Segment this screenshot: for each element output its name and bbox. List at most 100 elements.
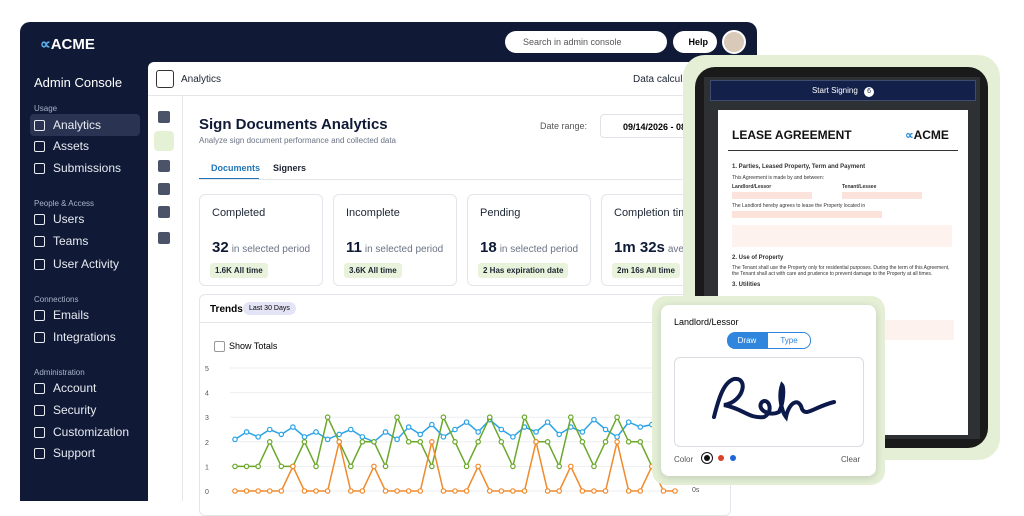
data-point [232, 436, 238, 443]
sidebar-item[interactable]: Customization [34, 425, 129, 439]
data-point [429, 439, 435, 445]
card-caption: avera [667, 244, 693, 255]
data-point [637, 424, 644, 430]
sidebar-icon [34, 235, 45, 247]
data-point [625, 439, 632, 445]
card-value: 1m 32s [614, 239, 665, 256]
data-point [290, 463, 296, 470]
nav-icon[interactable] [158, 183, 170, 195]
sidebar-label: Analytics [53, 118, 102, 132]
clear-button[interactable]: Clear [841, 455, 861, 464]
sidebar-item[interactable]: Account [34, 381, 96, 395]
sidebar-item[interactable]: Analytics [34, 118, 101, 132]
search-box[interactable]: Search in admin console [505, 31, 667, 53]
sidebar-icon [34, 331, 45, 343]
data-point [556, 463, 563, 470]
card-caption: in selected period [231, 244, 311, 255]
nav-icon[interactable] [158, 232, 170, 244]
tab[interactable]: Signers [273, 163, 307, 173]
card-title: Incomplete [346, 207, 400, 219]
data-point [463, 463, 470, 470]
tab-type[interactable]: Type [767, 332, 811, 349]
color-swatch[interactable] [704, 455, 710, 461]
trends-title: Trends [210, 304, 243, 315]
nav-icon[interactable] [158, 111, 170, 123]
sidebar-item[interactable]: Integrations [34, 330, 116, 344]
color-swatch[interactable] [718, 455, 724, 461]
help-label: Help [688, 37, 708, 47]
sidebar-label: Customization [53, 425, 130, 439]
data-point [498, 488, 505, 494]
data-point [394, 414, 400, 421]
doc-field [732, 211, 882, 218]
card-value: 11 [346, 239, 362, 256]
data-point [278, 463, 285, 470]
data-point [602, 488, 609, 494]
card-value: 32 [212, 239, 229, 256]
doc-text: This Agreement is made by and between: [732, 175, 824, 181]
sidebar-item[interactable]: Assets [34, 139, 89, 153]
data-point [486, 414, 493, 421]
sidebar-icon [34, 140, 45, 152]
icon-column-border [182, 96, 183, 501]
nav-icon-active[interactable] [154, 131, 174, 151]
page-subtitle: Analyze sign document performance and co… [199, 136, 397, 145]
data-point [417, 431, 424, 438]
stat-card: Pending 18 in selected period 2 Has expirat… [467, 194, 591, 286]
data-point [232, 488, 238, 494]
doc-field [732, 192, 812, 199]
sidebar-item[interactable]: Submissions [34, 161, 121, 175]
start-signing-bar[interactable]: Start Signing 6 [710, 80, 976, 101]
nav-icon[interactable] [158, 206, 170, 218]
data-point [533, 439, 539, 445]
data-point [579, 429, 586, 435]
sidebar-item[interactable]: Teams [34, 234, 88, 248]
nav-icon[interactable] [158, 160, 170, 172]
doc-label: Tenant/Lessee [842, 184, 877, 190]
card-title: Completed [212, 207, 266, 219]
date-label: Date range: [540, 121, 588, 131]
data-point [510, 488, 516, 494]
data-point [371, 463, 377, 470]
sidebar-item[interactable]: Users [34, 212, 84, 226]
card-value-row: 1m 32s avera [614, 239, 693, 256]
data-point [498, 426, 505, 433]
data-point [475, 429, 481, 435]
modal-title: Landlord/Lessor [674, 317, 739, 327]
data-point [301, 439, 308, 445]
checkbox[interactable] [214, 341, 225, 352]
data-point [637, 488, 644, 494]
sidebar-item[interactable]: Security [34, 403, 96, 417]
data-point [567, 414, 574, 421]
tab-active[interactable]: Documents [211, 163, 261, 173]
sidebar-heading: People & Access [34, 199, 95, 208]
card-title: Completion time [614, 207, 694, 219]
help-button[interactable]: Help [673, 31, 717, 53]
data-point [336, 439, 343, 445]
sidebar-item[interactable]: User Activity [34, 257, 119, 271]
data-point [591, 416, 597, 423]
avatar[interactable] [722, 30, 746, 54]
data-point [591, 488, 597, 494]
tab-draw[interactable]: Draw [727, 332, 767, 349]
signature-pad[interactable] [674, 357, 864, 447]
data-point [290, 424, 296, 430]
sidebar-item[interactable]: Support [34, 446, 95, 460]
sidebar-label: Teams [53, 234, 89, 248]
color-swatch[interactable] [730, 455, 736, 461]
y-tick-label: 1 [205, 464, 209, 471]
sidebar-item[interactable]: Emails [34, 308, 89, 322]
sidebar-icon [34, 119, 45, 131]
sidebar-icon [34, 309, 45, 321]
data-point [347, 426, 354, 433]
data-point [405, 424, 412, 430]
y-tick-label: 4 [205, 391, 209, 398]
page: {"topbar": {"logo": "ACME", "search_plac… [20, 22, 1000, 516]
doc-heading: 3. Utilities [732, 282, 761, 288]
data-point [452, 426, 458, 433]
data-point [266, 488, 273, 494]
doc-logo: ∝ACME [905, 128, 949, 142]
y-tick-label: 2 [205, 440, 209, 447]
data-point [359, 488, 366, 494]
doc-field [732, 225, 952, 247]
